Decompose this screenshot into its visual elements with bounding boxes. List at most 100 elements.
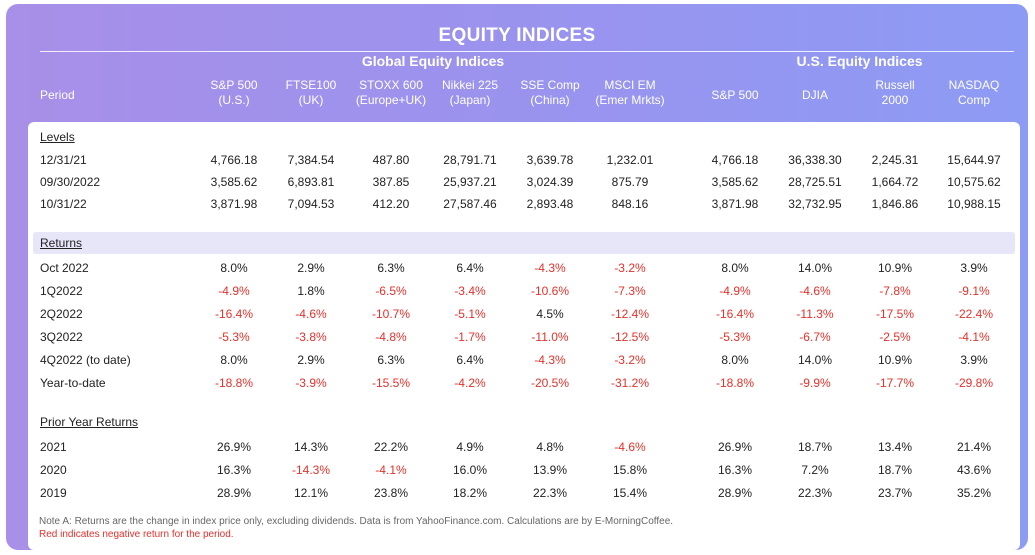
table-cell: -6.5% bbox=[375, 284, 407, 298]
table-cell: 27,587.46 bbox=[443, 197, 497, 211]
table-cell: 18.7% bbox=[797, 440, 833, 454]
column-header-row: Period S&P 500 (U.S.) FTSE100 (UK) STOXX 600(… bbox=[6, 78, 1028, 118]
table-cell: -3.2% bbox=[614, 353, 646, 367]
table-cell: -6.7% bbox=[799, 330, 831, 344]
column-header-0: Period bbox=[40, 88, 75, 103]
row-label: 2019 bbox=[40, 486, 67, 500]
table-row: 10/31/22 3,871.98 7,094.53 412.20 27,587.46 2… bbox=[28, 193, 1020, 215]
table-cell: 487.80 bbox=[372, 153, 410, 167]
column-header-name: NASDAQ bbox=[948, 78, 1000, 92]
column-header-name: S&P 500 bbox=[711, 88, 759, 102]
table-cell: -7.3% bbox=[614, 284, 646, 298]
table-cell: 10,575.62 bbox=[947, 175, 1001, 189]
column-header-3: STOXX 600 (Europe+UK) bbox=[346, 78, 436, 108]
table-cell: 8.0% bbox=[721, 353, 749, 367]
table-body: Levels 12/31/21 4,766.18 7,384.54 487.80 28,7… bbox=[28, 122, 1020, 550]
table-cell: 3,871.98 bbox=[210, 197, 258, 211]
table-cell: -9.9% bbox=[799, 376, 831, 390]
table-row: Year-to-date -18.8% -3.9% -15.5% -4.2% -20.5%… bbox=[28, 372, 1020, 394]
table-cell: 4.9% bbox=[456, 440, 484, 454]
table-cell: 28.9% bbox=[216, 486, 252, 500]
table-cell: -11.0% bbox=[531, 330, 569, 344]
column-header-sub: (China) bbox=[530, 93, 570, 107]
table-cell: 10,988.15 bbox=[947, 197, 1001, 211]
table-cell: -16.4% bbox=[214, 307, 254, 321]
section-title: Prior Year Returns bbox=[40, 415, 139, 429]
returns-section-band bbox=[33, 232, 1015, 254]
table-cell: 7,384.54 bbox=[287, 153, 335, 167]
table-row: 2Q2022 -16.4% -4.6% -10.7% -5.1% 4.5% -12.4% -1… bbox=[28, 303, 1020, 325]
table-row: 09/30/2022 3,585.62 6,893.81 387.85 25,937.2… bbox=[28, 171, 1020, 193]
column-header-9: Russell 2000 bbox=[850, 78, 940, 108]
table-cell: -10.7% bbox=[371, 307, 411, 321]
negative-legend-note: Red indicates negative return for the pe… bbox=[39, 529, 234, 540]
table-cell: 23.8% bbox=[373, 486, 409, 500]
row-label: 09/30/2022 bbox=[40, 175, 101, 189]
table-cell: 21.4% bbox=[956, 440, 992, 454]
column-header-sub: (UK) bbox=[298, 93, 324, 107]
table-cell: -16.4% bbox=[715, 307, 755, 321]
column-header-name: DJIA bbox=[801, 88, 828, 102]
column-header-name: FTSE100 bbox=[285, 78, 337, 92]
table-row: 1Q2022 -4.9% 1.8% -6.5% -3.4% -10.6% -7.3% -4.9… bbox=[28, 280, 1020, 302]
table-cell: -4.6% bbox=[614, 440, 646, 454]
table-cell: 35.2% bbox=[956, 486, 992, 500]
table-cell: 848.16 bbox=[611, 197, 649, 211]
table-cell: -10.6% bbox=[530, 284, 570, 298]
table-cell: -15.5% bbox=[371, 376, 411, 390]
table-cell: 13.9% bbox=[532, 463, 568, 477]
row-label: 2Q2022 bbox=[40, 307, 83, 321]
column-header-name: Period bbox=[40, 88, 75, 102]
table-cell: 28.9% bbox=[717, 486, 753, 500]
column-header-name: SSE Comp bbox=[520, 78, 580, 92]
table-row: 2020 16.3% -14.3% -4.1% 16.0% 13.9% 15.8% 16.3%… bbox=[28, 459, 1020, 481]
column-header-1: S&P 500 (U.S.) bbox=[189, 78, 279, 108]
column-header-6: MSCI EM (Emer Mrkts) bbox=[585, 78, 675, 108]
table-cell: 1.8% bbox=[297, 284, 325, 298]
table-cell: 3.9% bbox=[960, 261, 988, 275]
column-header-name: Nikkei 225 bbox=[441, 78, 499, 92]
column-header-sub: (Japan) bbox=[449, 93, 491, 107]
table-cell: 8.0% bbox=[220, 353, 248, 367]
footnote: Note A: Returns are the change in index … bbox=[39, 516, 674, 527]
table-cell: 43.6% bbox=[956, 463, 992, 477]
table-cell: 3,585.62 bbox=[711, 175, 759, 189]
table-cell: -5.3% bbox=[218, 330, 250, 344]
table-cell: 14.3% bbox=[293, 440, 329, 454]
table-row: 2021 26.9% 14.3% 22.2% 4.9% 4.8% -4.6% 26.9% 18.… bbox=[28, 436, 1020, 458]
table-cell: 25,937.21 bbox=[443, 175, 497, 189]
table-cell: 16.0% bbox=[452, 463, 488, 477]
table-cell: 412.20 bbox=[372, 197, 410, 211]
table-cell: -18.8% bbox=[715, 376, 755, 390]
column-header-name: MSCI EM bbox=[604, 78, 656, 92]
table-cell: 875.79 bbox=[611, 175, 649, 189]
table-cell: 15.4% bbox=[612, 486, 648, 500]
table-cell: 6.3% bbox=[377, 261, 405, 275]
table-cell: 4.8% bbox=[536, 440, 564, 454]
table-row: 4Q2022 (to date) 8.0% 2.9% 6.3% 6.4% -4.3% -3.… bbox=[28, 349, 1020, 371]
table-cell: 36,338.30 bbox=[788, 153, 842, 167]
table-cell: 7,094.53 bbox=[287, 197, 335, 211]
column-header-10: NASDAQ Comp bbox=[929, 78, 1019, 108]
table-cell: 6.4% bbox=[456, 261, 484, 275]
table-cell: -1.7% bbox=[454, 330, 486, 344]
table-cell: 22.2% bbox=[373, 440, 409, 454]
table-cell: -12.5% bbox=[610, 330, 650, 344]
row-label: 10/31/22 bbox=[40, 197, 87, 211]
table-cell: -9.1% bbox=[958, 284, 990, 298]
column-header-sub: Comp bbox=[957, 93, 990, 107]
column-header-7: S&P 500 bbox=[690, 88, 780, 103]
table-cell: -20.5% bbox=[530, 376, 570, 390]
table-row: 2019 28.9% 12.1% 23.8% 18.2% 22.3% 15.4% 28.9% 2… bbox=[28, 482, 1020, 504]
us-group-header: U.S. Equity Indices bbox=[796, 53, 923, 69]
table-cell: -17.5% bbox=[875, 307, 915, 321]
table-cell: 4,766.18 bbox=[210, 153, 258, 167]
table-cell: -29.8% bbox=[954, 376, 994, 390]
row-label: 1Q2022 bbox=[40, 284, 83, 298]
column-header-name: S&P 500 bbox=[210, 78, 258, 92]
column-header-sub: (Emer Mrkts) bbox=[595, 93, 665, 107]
table-row: 3Q2022 -5.3% -3.8% -4.8% -1.7% -11.0% -12.5% -5… bbox=[28, 326, 1020, 348]
table-cell: -5.1% bbox=[454, 307, 486, 321]
table-cell: -17.7% bbox=[875, 376, 915, 390]
table-cell: 3.9% bbox=[960, 353, 988, 367]
